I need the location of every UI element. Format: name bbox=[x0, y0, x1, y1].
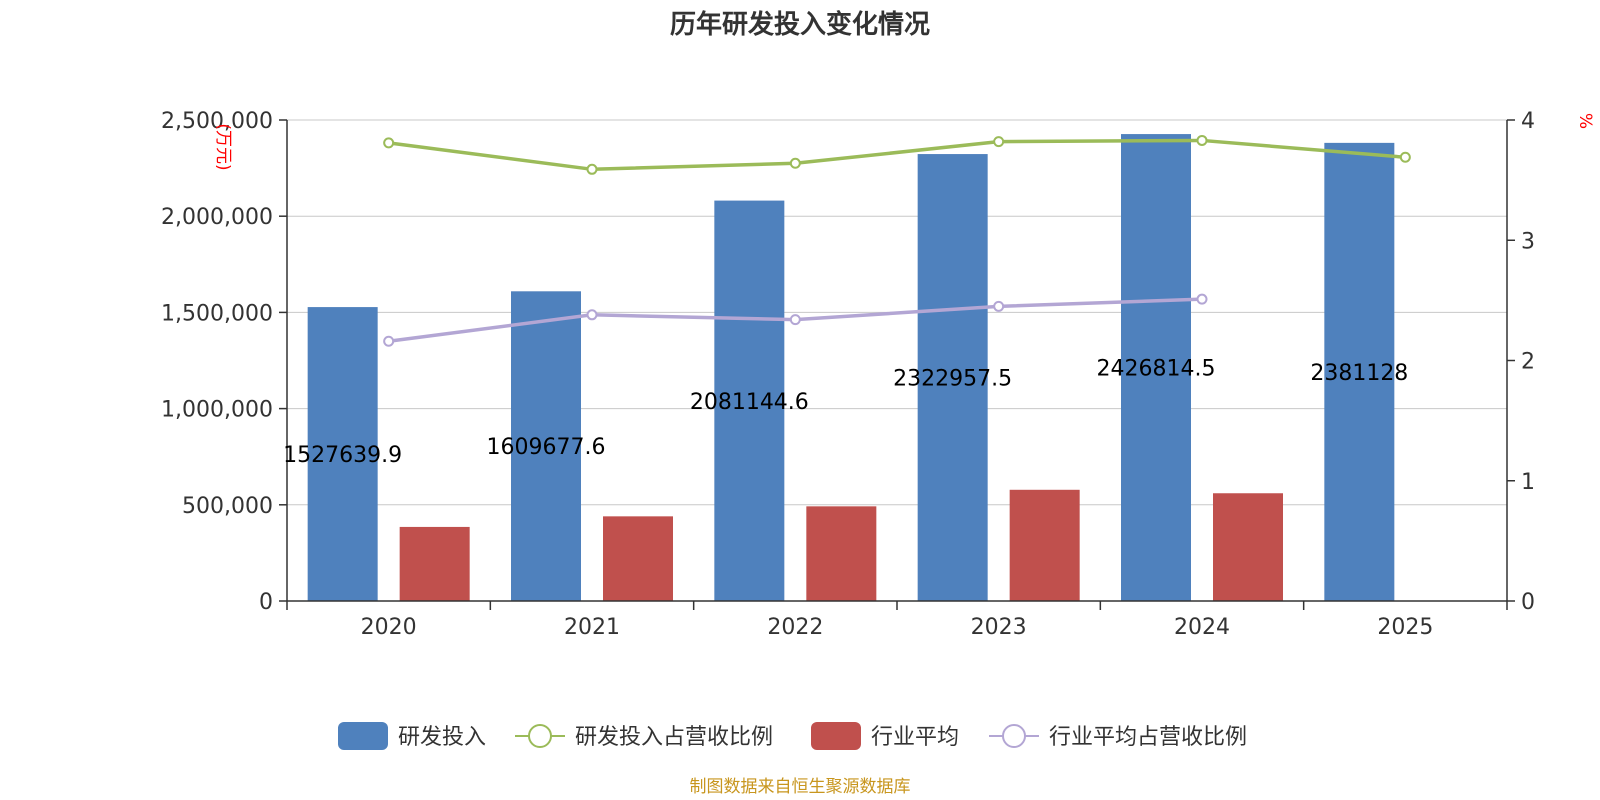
rd-ratio-line bbox=[388, 138, 1406, 172]
bar-rd-investment bbox=[1121, 134, 1191, 602]
y-right-tick-label: 0 bbox=[1521, 590, 1535, 615]
rd-ratio-point bbox=[383, 137, 395, 149]
rd-ratio-point bbox=[586, 163, 598, 175]
legend-label: 行业平均 bbox=[871, 725, 959, 750]
rd-ratio-point bbox=[993, 136, 1005, 148]
y-right-unit-label: % bbox=[1575, 113, 1595, 129]
y-left-tick-label: 2,500,000 bbox=[161, 109, 273, 134]
legend-swatch-marker bbox=[528, 724, 552, 748]
x-tick-label: 2024 bbox=[1174, 615, 1230, 640]
data-label: 2081144.6 bbox=[690, 390, 809, 415]
legend-industry-average[interactable]: 行业平均 bbox=[811, 722, 959, 750]
x-tick-label: 2022 bbox=[767, 615, 823, 640]
data-label: 2381128 bbox=[1310, 361, 1408, 386]
bar-industry-average bbox=[1213, 493, 1283, 601]
bars bbox=[307, 134, 1395, 602]
bar-rd-investment bbox=[714, 200, 785, 602]
legend-swatch-bar bbox=[338, 722, 388, 750]
chart-title: 历年研发投入变化情况 bbox=[670, 9, 930, 40]
data-label: 2426814.5 bbox=[1097, 357, 1216, 382]
data-label: 1609677.6 bbox=[487, 435, 606, 460]
bar-rd-investment bbox=[917, 154, 988, 601]
legend-label: 行业平均占营收比例 bbox=[1049, 725, 1247, 750]
legend-label: 研发投入占营收比例 bbox=[575, 725, 773, 750]
industry-ratio-point bbox=[993, 300, 1005, 312]
legend: 研发投入 研发投入占营收比例 行业平均 行业平均占营收比例 bbox=[338, 722, 1247, 750]
rd-ratio-point bbox=[1196, 134, 1208, 146]
bar-rd-investment bbox=[1324, 142, 1395, 601]
x-tick-label: 2020 bbox=[361, 615, 417, 640]
bar-industry-average bbox=[399, 526, 470, 601]
legend-rd-ratio[interactable]: 研发投入占营收比例 bbox=[515, 724, 773, 750]
data-label: 2322957.5 bbox=[893, 367, 1012, 392]
source-note: 制图数据来自恒生聚源数据库 bbox=[690, 777, 911, 797]
bar-rd-investment bbox=[511, 291, 581, 601]
y-left-tick-label: 1,500,000 bbox=[161, 301, 273, 326]
y-right-tick-label: 4 bbox=[1521, 109, 1535, 134]
data-labels: 1527639.9 1609677.6 2081144.6 2322957.5 2426… bbox=[283, 357, 1408, 469]
industry-ratio-point bbox=[1196, 293, 1208, 305]
axes: 0 500,000 1,000,000 1,500,000 2,000,000 2,500… bbox=[161, 109, 1595, 640]
rd-ratio-point bbox=[789, 157, 801, 169]
y-right-tick-label: 2 bbox=[1521, 350, 1535, 375]
bar-industry-average bbox=[1009, 489, 1080, 601]
x-tick-label: 2021 bbox=[564, 615, 620, 640]
rd-ratio-point bbox=[1399, 151, 1411, 163]
y-right-tick-label: 1 bbox=[1521, 470, 1535, 495]
y-left-tick-label: 500,000 bbox=[182, 494, 273, 519]
data-label: 1527639.9 bbox=[283, 443, 402, 468]
bar-rd-investment bbox=[307, 307, 378, 601]
x-tick-label: 2025 bbox=[1377, 615, 1433, 640]
industry-ratio-point bbox=[789, 314, 801, 326]
bar-industry-average bbox=[806, 506, 877, 601]
legend-swatch-bar bbox=[811, 722, 861, 750]
legend-rd-investment[interactable]: 研发投入 bbox=[338, 722, 486, 750]
bar-industry-average bbox=[603, 516, 673, 601]
lines bbox=[383, 134, 1411, 347]
y-left-tick-label: 2,000,000 bbox=[161, 205, 273, 230]
y-left-tick-label: 0 bbox=[259, 590, 273, 615]
x-tick-label: 2023 bbox=[971, 615, 1027, 640]
y-left-unit-label: (万元) bbox=[213, 123, 233, 170]
industry-ratio-point bbox=[586, 309, 598, 321]
y-left-tick-label: 1,000,000 bbox=[161, 398, 273, 423]
legend-swatch-marker bbox=[1002, 724, 1026, 748]
industry-ratio-point bbox=[383, 335, 395, 347]
y-right-tick-label: 3 bbox=[1521, 229, 1535, 254]
legend-label: 研发投入 bbox=[398, 725, 486, 750]
legend-industry-ratio[interactable]: 行业平均占营收比例 bbox=[989, 724, 1247, 750]
